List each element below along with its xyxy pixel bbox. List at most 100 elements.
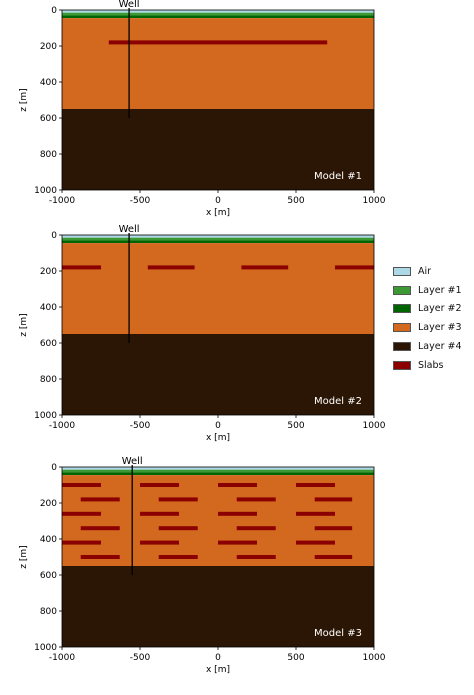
layer-3 [62, 18, 374, 110]
legend-item-slabs: Slabs [393, 356, 469, 375]
layer-1 [62, 237, 374, 241]
x-tick-label: -1000 [49, 196, 75, 206]
slab [236, 497, 276, 502]
well-label: Well [122, 456, 143, 467]
x-tick-label: 1000 [363, 653, 386, 663]
legend-item-layer4: Layer #4 [393, 337, 469, 356]
x-tick-label: -500 [130, 421, 151, 431]
x-axis-label: x [m] [206, 665, 230, 675]
slab [236, 526, 276, 531]
y-tick-label: 600 [40, 339, 57, 349]
slab [296, 511, 335, 516]
legend-label-air: Air [418, 265, 432, 277]
slab [140, 483, 179, 487]
slab [80, 497, 120, 502]
slab [236, 555, 276, 559]
x-tick-label: 500 [287, 421, 304, 431]
legend-label-layer2: Layer #2 [418, 303, 462, 315]
slab [296, 540, 335, 545]
slab [80, 555, 120, 559]
slab [218, 540, 257, 545]
layer-3 [62, 475, 374, 566]
y-tick-label: 400 [40, 78, 57, 88]
legend-label-layer4: Layer #4 [418, 341, 462, 353]
slab [62, 540, 101, 545]
y-axis-label: z [m] [19, 313, 29, 336]
air-layer [62, 10, 374, 13]
x-tick-label: 1000 [363, 196, 386, 206]
legend-swatch-layer4 [393, 342, 411, 352]
well-label: Well [119, 224, 140, 235]
legend-swatch-air [393, 266, 411, 276]
legend-label-slabs: Slabs [418, 359, 444, 371]
slab [218, 483, 257, 487]
y-tick-label: 400 [40, 535, 57, 545]
slab [314, 497, 353, 502]
x-tick-label: -500 [130, 196, 151, 206]
y-tick-label: 800 [40, 375, 57, 385]
layer-3 [62, 243, 374, 334]
x-tick-label: 500 [287, 653, 304, 663]
slab [62, 483, 101, 487]
y-tick-label: 400 [40, 303, 57, 313]
well-label: Well [119, 0, 140, 10]
legend-item-layer3: Layer #3 [393, 318, 469, 337]
slab [140, 540, 179, 545]
x-tick-label: 0 [215, 421, 221, 431]
x-tick-label: -500 [130, 653, 151, 663]
y-tick-label: 800 [40, 150, 57, 160]
slab [241, 265, 289, 270]
air-layer [62, 235, 374, 238]
x-tick-label: -1000 [49, 653, 75, 663]
y-tick-label: 800 [40, 607, 57, 617]
x-tick-label: 0 [215, 196, 221, 206]
layer-4 [62, 334, 374, 415]
slab [80, 526, 120, 531]
legend-label-layer3: Layer #3 [418, 322, 462, 334]
legend: Air Layer #1 Layer #2 Layer #3 Layer #4 … [393, 262, 469, 375]
layer-4 [62, 566, 374, 647]
slab [218, 511, 257, 516]
y-tick-label: 0 [51, 463, 57, 473]
legend-item-layer2: Layer #2 [393, 300, 469, 319]
y-tick-label: 0 [51, 6, 57, 16]
y-tick-label: 600 [40, 114, 57, 124]
layer-2 [62, 240, 374, 244]
air-layer [62, 467, 374, 470]
model-label: Model #1 [314, 171, 362, 182]
y-tick-label: 1000 [34, 186, 57, 196]
y-tick-label: 200 [40, 267, 57, 277]
x-axis-label: x [m] [206, 433, 230, 443]
slab [158, 497, 198, 502]
legend-item-layer1: Layer #1 [393, 281, 469, 300]
slab [314, 526, 353, 531]
slab [147, 265, 195, 270]
legend-swatch-layer1 [393, 285, 411, 295]
legend-swatch-layer3 [393, 323, 411, 333]
layer-1 [62, 469, 374, 473]
model-label: Model #3 [314, 628, 362, 639]
legend-item-air: Air [393, 262, 469, 281]
x-tick-label: 500 [287, 196, 304, 206]
y-tick-label: 600 [40, 571, 57, 581]
slab [62, 265, 101, 270]
y-tick-label: 200 [40, 499, 57, 509]
slab [296, 483, 335, 487]
slab [62, 511, 101, 516]
model-label: Model #2 [314, 396, 362, 407]
layer-1 [62, 12, 374, 16]
y-axis-label: z [m] [19, 88, 29, 111]
slab [108, 40, 328, 45]
y-tick-label: 1000 [34, 643, 57, 653]
y-tick-label: 0 [51, 231, 57, 241]
slab [140, 511, 179, 516]
layer-2 [62, 15, 374, 19]
legend-swatch-slabs [393, 360, 411, 370]
legend-swatch-layer2 [393, 304, 411, 314]
y-tick-label: 200 [40, 42, 57, 52]
slab [314, 555, 353, 559]
